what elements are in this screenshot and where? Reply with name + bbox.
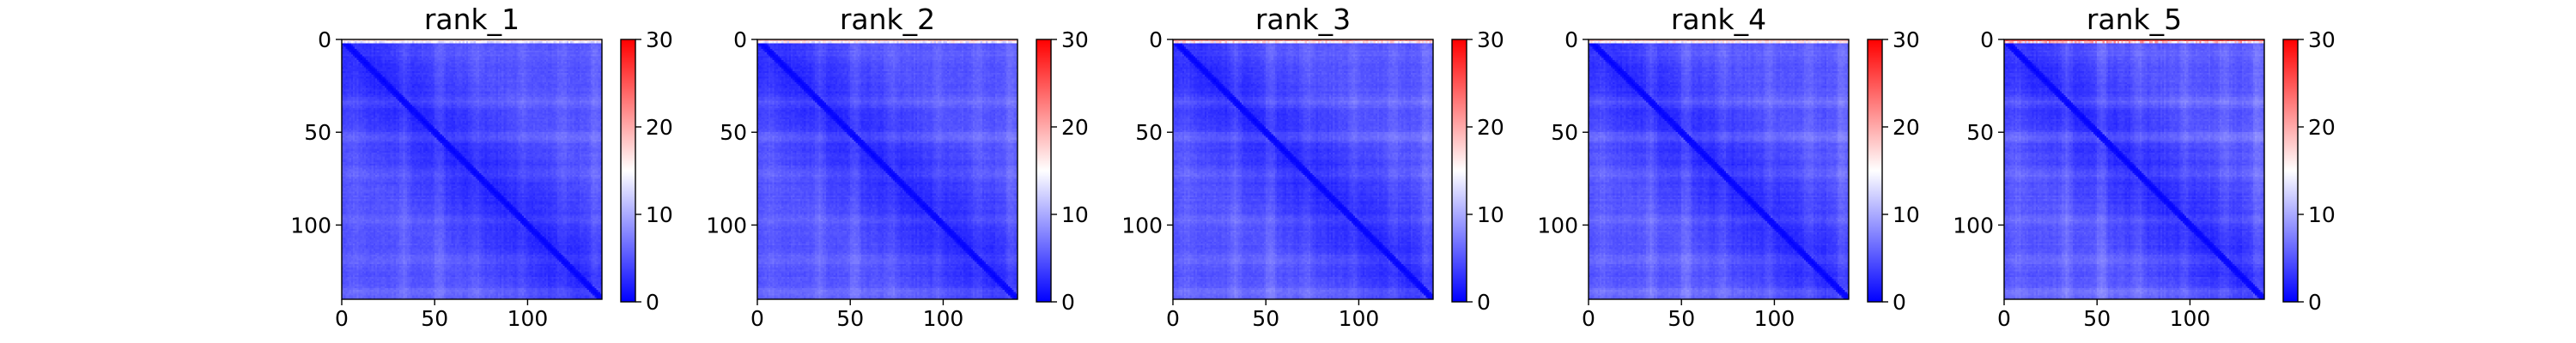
y-tick-label: 50 <box>1966 120 1994 145</box>
x-tick-label: 0 <box>335 306 349 331</box>
colorbar-tick-label: 20 <box>2308 115 2336 140</box>
axes-frame <box>1172 39 1434 300</box>
panel-title: rank_4 <box>1671 3 1766 36</box>
colorbar-tick-label: 10 <box>646 202 673 227</box>
y-tick-label: 100 <box>706 213 747 238</box>
colorbar-frame <box>1036 39 1052 303</box>
heatmap-image <box>1173 39 1433 299</box>
y-tick-label: 0 <box>733 27 747 52</box>
colorbar-tick-label: 20 <box>1061 115 1089 140</box>
x-tick-label: 0 <box>750 306 764 331</box>
heatmap-panel: rank_1 0 50 100 0 50 100 0 10 20 30 <box>290 3 673 331</box>
x-tick-label: 100 <box>1339 306 1380 331</box>
x-tick-label: 50 <box>1252 306 1279 331</box>
colorbar-tick-label: 0 <box>646 290 659 315</box>
x-tick-label: 0 <box>1166 306 1180 331</box>
panel-title: rank_2 <box>840 3 935 36</box>
panel-title: rank_3 <box>1255 3 1351 36</box>
colorbar-tick-label: 30 <box>646 27 673 52</box>
colorbar-tick-label: 10 <box>1893 202 1920 227</box>
panel-title: rank_5 <box>2087 3 2182 36</box>
heatmap-panel: rank_4 0 50 100 0 50 100 0 10 20 30 <box>1537 3 1920 331</box>
x-tick-label: 100 <box>1754 306 1795 331</box>
colorbar-gradient <box>1452 39 1467 302</box>
y-tick-label: 100 <box>1121 213 1163 238</box>
x-tick-label: 0 <box>1997 306 2011 331</box>
y-tick-label: 50 <box>1135 120 1163 145</box>
colorbar-tick-label: 0 <box>2308 290 2322 315</box>
y-tick-label: 0 <box>1980 27 1994 52</box>
x-tick-label: 50 <box>1668 306 1695 331</box>
colorbar-tick-label: 10 <box>1061 202 1089 227</box>
colorbar-tick-label: 20 <box>1893 115 1920 140</box>
heatmap-image <box>1589 39 1849 299</box>
colorbar-tick-label: 30 <box>1061 27 1089 52</box>
colorbar-tick-label: 0 <box>1061 290 1075 315</box>
x-tick-label: 100 <box>923 306 964 331</box>
axes-frame <box>341 39 603 300</box>
heatmap-image <box>2004 39 2264 299</box>
y-tick-label: 100 <box>1537 213 1578 238</box>
colorbar-tick-label: 30 <box>1477 27 1504 52</box>
y-tick-label: 100 <box>290 213 331 238</box>
colorbar-tick-label: 30 <box>2308 27 2336 52</box>
heatmap-panel: rank_5 0 50 100 0 50 100 0 10 20 30 <box>1953 3 2336 331</box>
axes-frame <box>756 39 1018 300</box>
heatmap-image <box>342 39 602 299</box>
heatmap-panel: rank_3 0 50 100 0 50 100 0 10 20 30 <box>1121 3 1504 331</box>
colorbar-gradient <box>1868 39 1882 302</box>
axes-frame <box>2003 39 2265 300</box>
axes-frame <box>1588 39 1850 300</box>
y-tick-label: 0 <box>1149 27 1163 52</box>
colorbar-tick-label: 0 <box>1477 290 1491 315</box>
heatmap-image <box>757 39 1018 299</box>
colorbar-tick-label: 10 <box>2308 202 2336 227</box>
x-tick-label: 100 <box>2170 306 2211 331</box>
colorbar-gradient <box>2283 39 2298 302</box>
y-tick-label: 50 <box>1551 120 1578 145</box>
colorbar-tick-label: 0 <box>1893 290 1906 315</box>
colorbar-gradient <box>621 39 635 302</box>
colorbar-tick-label: 10 <box>1477 202 1504 227</box>
colorbar-frame <box>620 39 636 303</box>
colorbar-tick-label: 20 <box>1477 115 1504 140</box>
colorbar-tick-label: 30 <box>1893 27 1920 52</box>
colorbar-gradient <box>1036 39 1051 302</box>
y-tick-label: 0 <box>318 27 331 52</box>
x-tick-label: 100 <box>507 306 549 331</box>
x-tick-label: 50 <box>421 306 448 331</box>
colorbar-frame <box>1451 39 1467 303</box>
y-tick-label: 50 <box>720 120 747 145</box>
x-tick-label: 50 <box>836 306 864 331</box>
y-tick-label: 0 <box>1564 27 1578 52</box>
colorbar-frame <box>1867 39 1883 303</box>
heatmap-panel: rank_2 0 50 100 0 50 100 0 10 20 30 <box>706 3 1089 331</box>
colorbar-tick-label: 20 <box>646 115 673 140</box>
x-tick-label: 50 <box>2083 306 2111 331</box>
x-tick-label: 0 <box>1582 306 1595 331</box>
y-tick-label: 100 <box>1953 213 1994 238</box>
panel-title: rank_1 <box>424 3 519 36</box>
y-tick-label: 50 <box>304 120 331 145</box>
colorbar-frame <box>2282 39 2299 303</box>
